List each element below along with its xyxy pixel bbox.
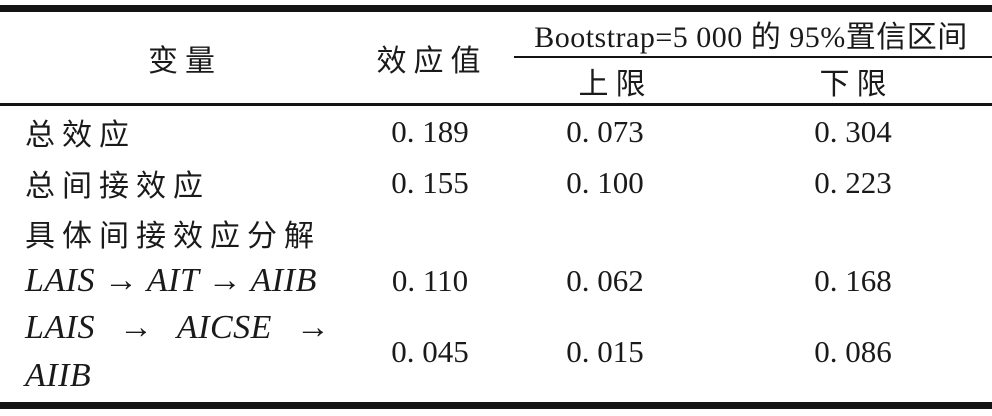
lower-limit-cell: 0. 168	[814, 263, 892, 298]
lower-limit-cell: 0. 304	[814, 113, 892, 149]
top-rule	[0, 5, 992, 12]
table-row: 具体间接效应分解	[0, 208, 992, 258]
upper-limit-cell: 0. 100	[566, 164, 644, 200]
header-ci-subcolumns: 上限 下限	[510, 58, 992, 103]
header-effect-value: 效应值	[376, 44, 488, 78]
upper-limit-cell: 0. 062	[566, 263, 644, 298]
table-row: 总间接效应 0. 155 0. 100 0. 223	[0, 157, 992, 208]
effect-value-cell: 0. 189	[391, 113, 469, 149]
effect-value-cell: 0. 045	[391, 334, 469, 369]
header-upper-limit: 上限	[578, 67, 653, 101]
row-label-path: LAIS → AICSE → AIIB	[0, 304, 370, 400]
lower-limit-cell: 0. 086	[814, 334, 892, 369]
upper-limit-cell: 0. 015	[566, 334, 644, 369]
header-lower-limit: 下限	[819, 67, 894, 101]
effect-value-cell: 0. 155	[391, 164, 469, 200]
row-label-line2: AIIB	[25, 357, 92, 394]
row-label-path: LAIS → AIT → AIIB	[25, 262, 317, 299]
lower-limit-cell: 0. 223	[814, 164, 892, 200]
row-label: 总效应	[25, 118, 136, 152]
header-ci-group: Bootstrap=5 000 的 95%置信区间 上限 下限	[510, 12, 992, 103]
bottom-rule	[0, 402, 992, 409]
effect-value-cell: 0. 110	[391, 263, 469, 298]
row-label: 总间接效应	[25, 169, 210, 203]
header-separator-rule	[0, 103, 992, 106]
table-row: 总效应 0. 189 0. 073 0. 304	[0, 106, 992, 157]
table-row: LAIS → AIT → AIIB 0. 110 0. 062 0. 168	[0, 258, 992, 304]
row-label: 具体间接效应分解	[25, 220, 321, 253]
table-row: LAIS → AICSE → AIIB 0. 045 0. 015 0. 086	[0, 304, 992, 400]
table-body: 总效应 0. 189 0. 073 0. 304 总间接效应 0. 155 0.…	[0, 106, 992, 400]
header-ci-title: Bootstrap=5 000 的 95%置信区间	[534, 21, 968, 54]
upper-limit-cell: 0. 073	[566, 113, 644, 149]
ci-underline-rule	[514, 56, 992, 58]
header-variable: 变量	[148, 44, 222, 78]
row-label-line1: LAIS → AICSE →	[25, 309, 331, 346]
table-header: 变量 效应值 Bootstrap=5 000 的 95%置信区间 上限 下限	[0, 12, 992, 103]
